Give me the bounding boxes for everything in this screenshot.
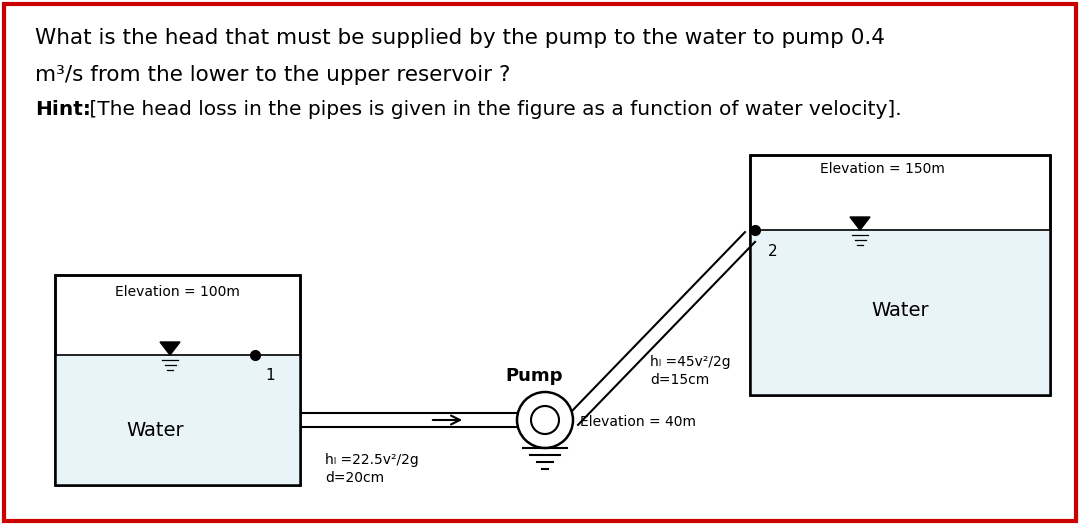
Circle shape	[517, 392, 573, 448]
Text: [The head loss in the pipes is given in the figure as a function of water veloci: [The head loss in the pipes is given in …	[83, 100, 902, 119]
Text: Pump: Pump	[505, 367, 563, 385]
Bar	[750, 230, 1050, 395]
Text: Hint:: Hint:	[35, 100, 91, 119]
Text: Water: Water	[126, 421, 184, 439]
Bar	[750, 155, 1050, 395]
Text: Elevation = 150m: Elevation = 150m	[820, 162, 945, 176]
Text: m³/s from the lower to the upper reservoir ?: m³/s from the lower to the upper reservo…	[35, 65, 511, 85]
Bar	[750, 155, 1050, 395]
Bar	[55, 355, 300, 485]
Text: d=15cm: d=15cm	[650, 373, 710, 387]
Text: Elevation = 100m: Elevation = 100m	[114, 285, 240, 299]
Polygon shape	[160, 342, 180, 355]
Bar	[55, 275, 300, 485]
Bar	[55, 275, 300, 485]
Text: 2: 2	[768, 244, 778, 259]
Text: Elevation = 40m: Elevation = 40m	[580, 415, 696, 429]
Text: What is the head that must be supplied by the pump to the water to pump 0.4: What is the head that must be supplied b…	[35, 28, 885, 48]
Text: hₗ =45v²/2g: hₗ =45v²/2g	[650, 355, 731, 369]
Circle shape	[531, 406, 559, 434]
Text: Water: Water	[872, 300, 929, 320]
Text: 1: 1	[265, 368, 274, 383]
Text: d=20cm: d=20cm	[325, 471, 384, 485]
Text: hₗ =22.5v²/2g: hₗ =22.5v²/2g	[325, 453, 419, 467]
Polygon shape	[850, 217, 870, 230]
